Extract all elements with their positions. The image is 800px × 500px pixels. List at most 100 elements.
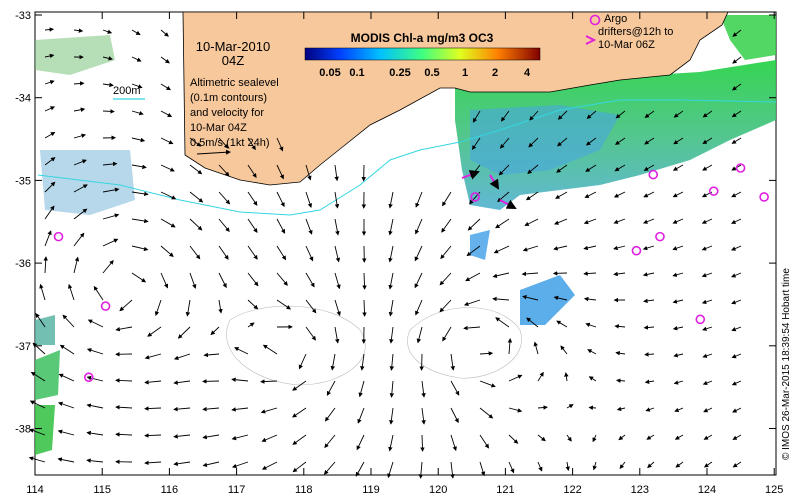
velocity-arrow [440,245,452,260]
velocity-arrow [479,351,494,356]
velocity-arrow [731,326,742,332]
velocity-arrow [102,29,113,34]
velocity-arrow [362,272,367,290]
velocity-arrow [703,407,713,413]
velocity-arrow [450,407,459,424]
velocity-arrow [334,299,341,317]
velocity-arrow [643,191,655,198]
drifter-tracks [461,170,517,209]
argo-float-marker [759,192,769,202]
velocity-arrow [675,461,684,468]
velocity-arrow [86,430,104,436]
velocity-arrow [583,218,597,225]
velocity-arrow [231,461,249,469]
velocity-arrow [731,191,742,198]
velocity-arrow [115,432,133,437]
velocity-arrow [389,380,395,398]
velocity-arrow [102,238,119,247]
lon-tick-label: 125 [765,484,783,496]
velocity-arrow [702,353,713,358]
velocity-arrow [102,82,114,88]
velocity-arrow [556,320,568,328]
velocity-arrow [388,434,394,452]
velocity-arrow [29,428,46,436]
velocity-arrow [119,299,133,312]
velocity-arrow [645,407,655,412]
velocity-arrow [389,353,395,371]
velocity-arrow [102,259,114,274]
velocity-arrow [247,137,256,151]
latitude-axis: -33 -34 -35 -36 -37 -38 [15,10,776,436]
argo-float-marker [735,163,746,173]
lon-tick-label: 117 [228,484,246,496]
colorbar-tick: 2 [492,67,498,79]
velocity-arrow [154,299,162,316]
velocity-arrow [673,353,684,358]
velocity-arrow [73,159,87,166]
velocity-arrow [292,380,307,391]
velocity-arrow [115,378,133,383]
lat-tick-label: -37 [15,341,31,353]
velocity-arrow [732,29,742,37]
velocity-arrow [702,326,713,331]
velocity-arrow [131,83,143,89]
velocity-arrow [189,191,204,203]
velocity-arrow [421,407,426,425]
velocity-arrow [189,245,201,260]
velocity-arrow [615,110,626,119]
velocity-arrow [73,133,87,139]
velocity-arrow [387,461,394,479]
velocity-arrow [619,461,626,470]
velocity-arrow [537,371,544,382]
velocity-arrow [415,218,423,235]
isobath-label: 200m [113,85,141,97]
velocity-arrow [731,272,742,278]
velocity-arrow [189,272,197,289]
velocity-arrow [131,29,141,36]
velocity-arrow [324,434,336,449]
lon-tick-label: 114 [26,484,44,496]
velocity-arrow [323,461,336,475]
velocity-arrow [276,137,284,152]
velocity-arrow [618,434,626,441]
velocity-arrow [613,218,626,224]
velocity-arrow [334,218,340,236]
velocity-arrow [441,218,452,233]
lon-tick-label: 121 [496,484,514,496]
velocity-arrow [247,218,258,233]
velocity-arrow [144,353,162,360]
velocity-arrow [334,245,341,263]
velocity-arrow [450,380,460,396]
velocity-arrow [585,322,597,328]
argo-float-marker [695,314,706,325]
velocity-arrow [276,191,285,208]
velocity-arrow [189,137,202,147]
velocity-arrow [732,434,742,440]
velocity-arrow [330,353,336,371]
velocity-arrow [565,461,570,472]
velocity-arrow [644,137,655,145]
altimetry-note: Altimetric sealevel (0.1m contours) and ve… [190,77,279,149]
velocity-arrow [44,27,55,32]
velocity-arrow [218,164,230,177]
velocity-arrow [276,164,284,180]
velocity-arrow [131,137,146,143]
velocity-arrow [703,434,713,440]
velocity-arrow [673,110,684,118]
velocity-arrow [585,137,597,146]
velocity-arrow [292,434,307,445]
velocity-arrow [492,296,510,302]
colorbar-title: MODIS Chl-a mg/m3 OC3 [351,31,494,45]
altimetry-note-line: Altimetric sealevel [190,77,279,89]
altimetry-note-line: and velocity for [190,107,264,119]
velocity-field [28,27,742,479]
velocity-arrow [305,272,315,288]
lon-tick-label: 118 [295,484,313,496]
velocity-arrow [234,347,249,355]
velocity-arrow [28,456,46,463]
argo-legend-line: 10-Mar 06Z [598,39,655,51]
velocity-arrow [73,208,88,220]
velocity-arrow [647,461,655,469]
velocity-arrow [32,342,46,355]
